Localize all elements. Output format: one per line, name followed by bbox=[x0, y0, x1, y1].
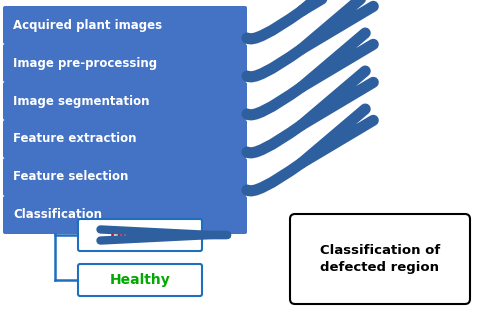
Text: Feature selection: Feature selection bbox=[13, 170, 128, 183]
FancyBboxPatch shape bbox=[78, 264, 202, 296]
Text: Acquired plant images: Acquired plant images bbox=[13, 19, 162, 32]
Text: Healthy: Healthy bbox=[109, 273, 170, 287]
Text: Disease: Disease bbox=[109, 228, 170, 242]
FancyBboxPatch shape bbox=[3, 196, 247, 234]
FancyBboxPatch shape bbox=[3, 158, 247, 196]
FancyBboxPatch shape bbox=[3, 82, 247, 120]
FancyBboxPatch shape bbox=[3, 120, 247, 158]
FancyBboxPatch shape bbox=[78, 219, 202, 251]
FancyBboxPatch shape bbox=[3, 44, 247, 82]
FancyBboxPatch shape bbox=[3, 6, 247, 44]
Text: Feature extraction: Feature extraction bbox=[13, 132, 136, 145]
Text: Image pre-processing: Image pre-processing bbox=[13, 56, 157, 70]
Text: Classification: Classification bbox=[13, 209, 102, 221]
Text: Image segmentation: Image segmentation bbox=[13, 94, 149, 108]
FancyBboxPatch shape bbox=[290, 214, 470, 304]
Text: Classification of
defected region: Classification of defected region bbox=[320, 243, 440, 275]
